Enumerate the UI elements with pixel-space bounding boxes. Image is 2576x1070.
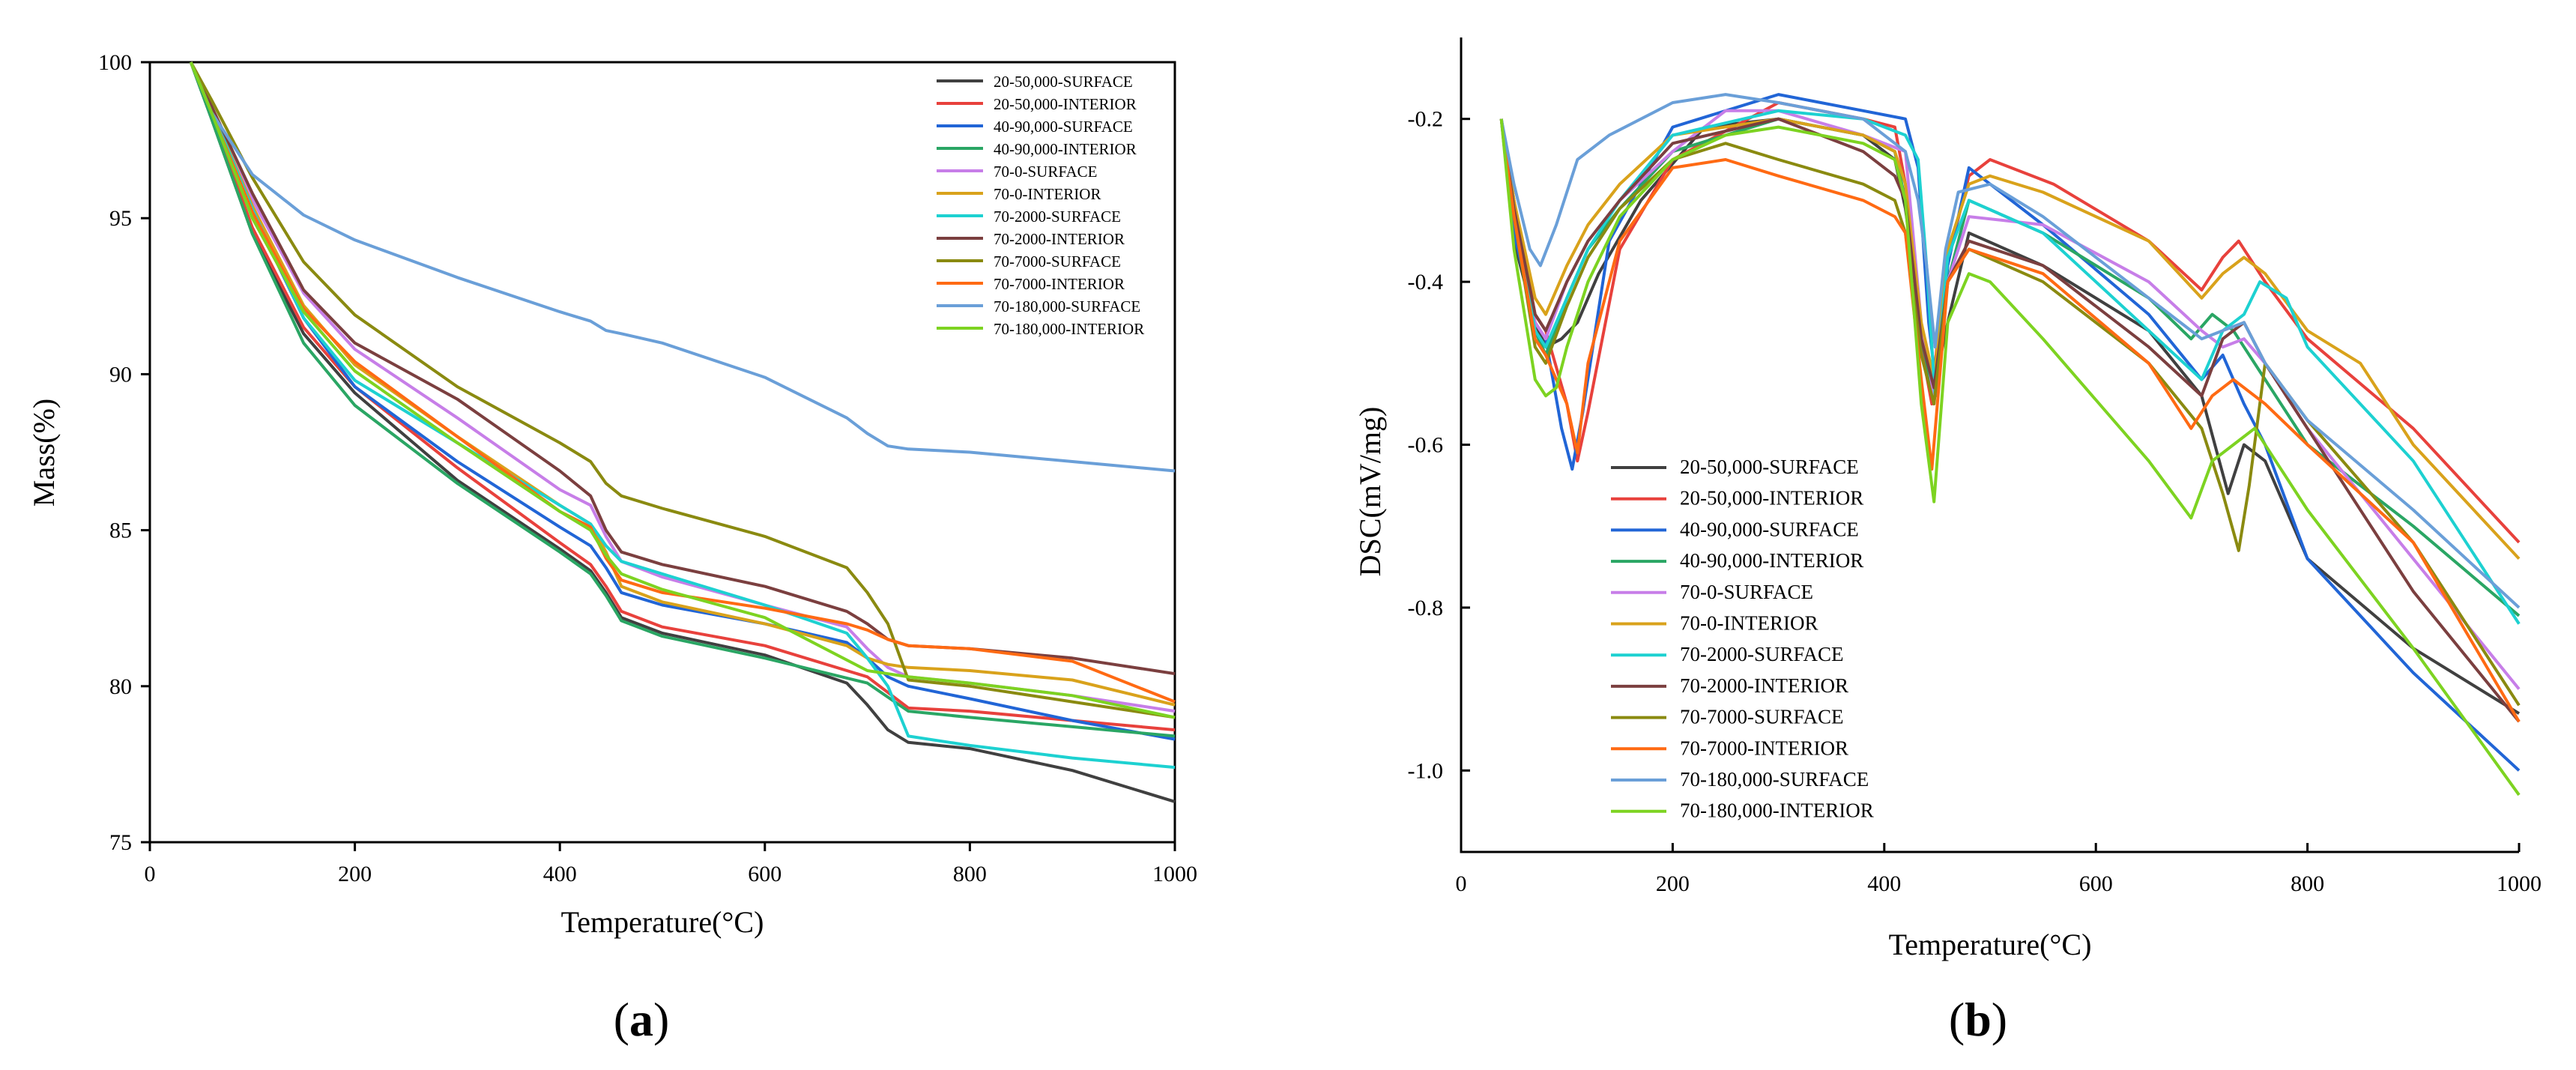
panel-b-legend-label-5: 70-0-SURFACE (1680, 581, 1813, 603)
panel-b-series-line-10 (1499, 118, 2521, 723)
panel-a-y-tick-label-4: 95 (109, 206, 132, 231)
panel-b-series-line-7 (1499, 109, 2521, 625)
panel-a-legend: 20-50,000-SURFACE 20-50,000-INTERIOR 40-90… (937, 73, 1144, 338)
panel-a-legend-label-3: 40-90,000-SURFACE (994, 118, 1133, 136)
panel-a-legend-label-4: 40-90,000-INTERIOR (994, 140, 1137, 158)
panel-b-series-line-8 (1499, 117, 2521, 723)
panel-b-legend-label-1: 20-50,000-SURFACE (1680, 456, 1859, 478)
panel-a-plot-frame (148, 61, 1176, 844)
panel-a-series-line-7 (189, 61, 1176, 770)
panel-a-legend-label-6: 70-0-INTERIOR (994, 185, 1101, 203)
panel-a-legend-label-11: 70-180,000-SURFACE (994, 297, 1140, 315)
panel-a-series-line-4 (189, 61, 1176, 738)
panel-b-legend-label-9: 70-7000-SURFACE (1680, 706, 1844, 728)
panel-a-x-tick-label-1000: 1000 (1152, 862, 1197, 886)
panel-a-series-line-1 (189, 61, 1176, 803)
panel-a-legend-label-8: 70-2000-INTERIOR (994, 230, 1125, 248)
panel-a-x-ticks: 0 200 400 600 800 1000 (145, 842, 1197, 886)
panel-b-x-tick-label-600: 600 (2079, 871, 2113, 896)
panel-b-series-line-9 (1499, 118, 2521, 707)
panel-a-legend-label-5: 70-0-SURFACE (994, 163, 1097, 181)
panel-b-legend-label-3: 40-90,000-SURFACE (1680, 518, 1859, 540)
panel-a-y-ticks: 75 80 85 90 95 100 (98, 50, 150, 855)
panel-b-x-tick-label-400: 400 (1867, 871, 1901, 896)
panel-b-y-ticks: -1.0 -0.8 -0.6 -0.4 -0.2 (1408, 107, 1470, 783)
panel-b-y-tick-label-4: -0.2 (1408, 107, 1444, 132)
panel-b-x-tick-label-1000: 1000 (2497, 871, 2542, 896)
panel-b-legend: 20-50,000-SURFACE 20-50,000-INTERIOR 40-90… (1611, 456, 1874, 822)
panel-b-legend-label-6: 70-0-INTERIOR (1680, 612, 1818, 635)
panel-a-series-line-2 (189, 61, 1176, 732)
panel-b-series-line-11 (1499, 93, 2521, 609)
panel-a-label: (a) (614, 993, 670, 1046)
panel-b-y-axis-label: DSC(mV/mg) (1353, 407, 1387, 577)
panel-a-series-group (189, 61, 1176, 803)
panel-b-chart: 0 200 400 600 800 1000 -1.0 -0.8 -0.6 -0.4 -0.2 2… (1353, 37, 2542, 1046)
panel-a-x-tick-label-800: 800 (953, 862, 987, 886)
panel-b-y-tick-label-1: -0.8 (1408, 596, 1444, 620)
panel-b-x-tick-label-800: 800 (2291, 871, 2324, 896)
panel-b-x-axis-label: Temperature(°C) (1889, 928, 2092, 961)
panel-b-y-tick-label-0: -1.0 (1408, 758, 1444, 783)
panel-a-series-line-9 (189, 61, 1176, 719)
panel-b-legend-label-7: 70-2000-SURFACE (1680, 643, 1844, 665)
panel-b-y-tick-label-3: -0.4 (1408, 270, 1444, 294)
panel-a-legend-label-10: 70-7000-INTERIOR (994, 275, 1125, 293)
panel-b-series-group (1499, 93, 2521, 797)
panel-a-y-tick-label-5: 100 (98, 50, 132, 75)
panel-a-legend-label-7: 70-2000-SURFACE (994, 208, 1121, 226)
panel-a-legend-label-2: 20-50,000-INTERIOR (994, 95, 1137, 113)
panel-b-label: (b) (1949, 993, 2007, 1046)
panel-a-y-axis-label: Mass(%) (27, 399, 61, 507)
panel-b-x-tick-label-0: 0 (1456, 871, 1467, 896)
panel-a-series-line-12 (189, 61, 1176, 719)
panel-b-legend-label-10: 70-7000-INTERIOR (1680, 737, 1848, 759)
panel-a-legend-label-9: 70-7000-SURFACE (994, 253, 1121, 270)
panel-b-letter: b (1965, 993, 1992, 1046)
panel-a-letter: a (629, 993, 653, 1046)
panel-b-legend-label-12: 70-180,000-INTERIOR (1680, 800, 1874, 822)
panel-b-series-line-12 (1499, 118, 2521, 797)
panel-b-legend-label-2: 20-50,000-INTERIOR (1680, 487, 1863, 510)
panel-a-chart: 0 200 400 600 800 1000 75 80 85 90 95 100 20-50,00… (27, 50, 1197, 1046)
panel-a-y-tick-label-1: 80 (109, 674, 132, 699)
panel-a-y-tick-label-0: 75 (109, 830, 132, 855)
panel-a-legend-label-1: 20-50,000-SURFACE (994, 73, 1133, 91)
panel-a-x-tick-label-0: 0 (145, 862, 156, 886)
panel-a-series-line-11 (189, 61, 1176, 473)
panel-a-x-tick-label-200: 200 (338, 862, 372, 886)
panel-a-y-tick-label-2: 85 (109, 519, 132, 543)
panel-a-x-tick-label-600: 600 (748, 862, 781, 886)
panel-b-legend-label-8: 70-2000-INTERIOR (1680, 674, 1848, 697)
panel-b-y-tick-label-2: -0.6 (1408, 433, 1444, 458)
panel-b-x-ticks: 0 200 400 600 800 1000 (1456, 843, 2542, 896)
panel-b-legend-label-11: 70-180,000-SURFACE (1680, 768, 1869, 791)
panel-b-x-tick-label-200: 200 (1656, 871, 1690, 896)
panel-a-y-tick-label-3: 90 (109, 362, 132, 387)
panel-a-x-axis-label: Temperature(°C) (561, 905, 764, 939)
panel-a-legend-label-12: 70-180,000-INTERIOR (994, 320, 1144, 338)
panel-b-legend-label-4: 40-90,000-INTERIOR (1680, 549, 1863, 572)
panel-a-x-tick-label-400: 400 (543, 862, 577, 886)
